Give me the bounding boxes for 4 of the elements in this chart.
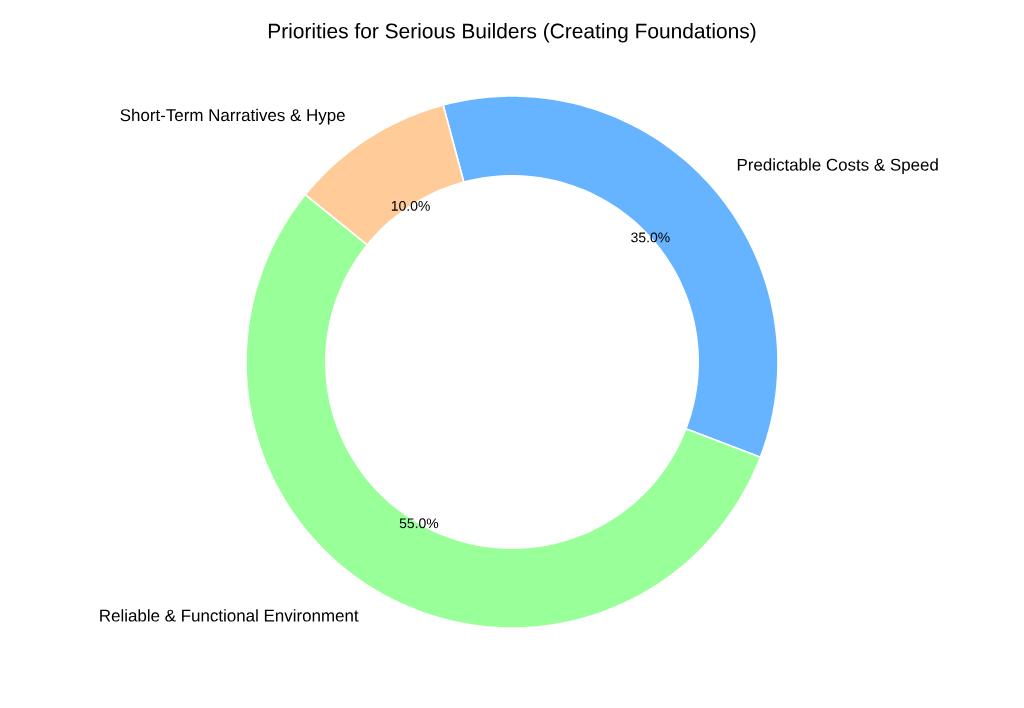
slice-label: Predictable Costs & Speed bbox=[737, 158, 938, 175]
slice-label: Reliable & Functional Environment bbox=[100, 609, 359, 622]
chart-title: Priorities for Serious Builders (Creating Foundations) bbox=[268, 23, 756, 43]
slice-label: Short-Term Narratives & Hype bbox=[120, 108, 345, 125]
